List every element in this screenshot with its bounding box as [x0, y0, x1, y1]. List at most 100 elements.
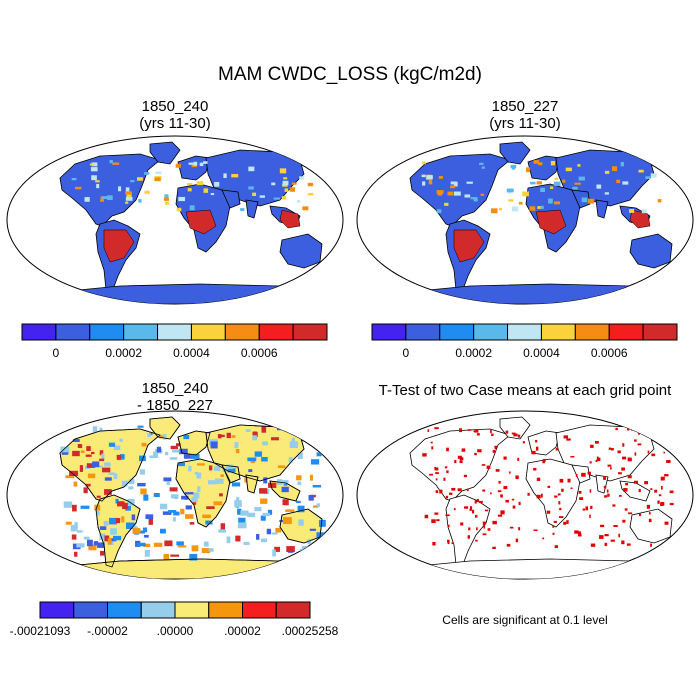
data-cell	[536, 181, 542, 185]
data-cell	[155, 171, 162, 174]
data-cell	[313, 505, 319, 508]
data-cell	[188, 162, 194, 165]
data-cell	[95, 180, 100, 183]
data-cell	[178, 462, 185, 467]
significant-cell	[570, 455, 575, 458]
data-cell	[578, 176, 585, 181]
significant-cell	[536, 477, 541, 481]
significant-cell	[582, 508, 586, 511]
colorbar-box	[89, 323, 125, 341]
data-cell	[282, 499, 287, 506]
significant-cell	[429, 473, 433, 476]
significant-cell	[497, 490, 502, 493]
data-cell	[162, 434, 167, 440]
colorbar-box	[507, 323, 542, 341]
data-cell	[214, 181, 220, 187]
data-cell	[175, 443, 181, 447]
significant-cell	[559, 507, 562, 511]
data-cell	[297, 481, 302, 486]
colorbar-label: 0.0004	[173, 346, 210, 360]
data-cell	[115, 518, 121, 524]
data-cell	[274, 546, 281, 552]
significant-cell	[540, 493, 543, 498]
significant-cell	[589, 461, 592, 464]
colorbar-box	[540, 323, 576, 341]
significant-cell	[474, 500, 477, 504]
significant-cell	[657, 436, 662, 440]
data-cell	[96, 183, 100, 189]
colorbar-box	[21, 323, 57, 341]
data-cell	[113, 535, 122, 541]
significant-cell	[484, 509, 489, 512]
data-cell	[237, 508, 242, 515]
data-cell	[297, 452, 303, 460]
significant-cell	[474, 452, 477, 456]
data-cell	[226, 432, 231, 439]
data-cell	[240, 208, 245, 212]
significant-cell	[606, 489, 609, 493]
data-cell	[436, 190, 444, 194]
colorbar-label: -.00002	[87, 624, 128, 638]
significant-cell	[634, 439, 637, 442]
colorbar-box	[574, 323, 610, 341]
data-cell	[85, 483, 91, 487]
data-cell	[254, 506, 262, 512]
data-cell	[310, 459, 320, 465]
data-cell	[426, 175, 433, 180]
panel-title-bottom-left: 1850_240 - 1850_227	[25, 380, 325, 414]
data-cell	[286, 546, 295, 553]
colorbar-label: .00000	[157, 624, 194, 638]
data-cell	[74, 551, 78, 557]
data-cell	[113, 445, 121, 451]
data-cell	[261, 456, 268, 462]
coastline	[245, 474, 259, 494]
data-cell	[511, 206, 519, 212]
significant-cell	[637, 432, 640, 435]
significant-cell	[477, 449, 482, 453]
significant-cell	[622, 456, 627, 460]
significant-cell	[624, 488, 628, 490]
significant-cell	[622, 519, 626, 523]
significant-cell	[669, 490, 674, 494]
data-cell	[596, 184, 602, 189]
data-cell	[79, 465, 83, 472]
data-cell	[72, 439, 80, 442]
significant-cell	[612, 504, 616, 507]
data-cell	[109, 160, 113, 164]
data-cell	[526, 167, 531, 173]
data-cell	[90, 167, 98, 172]
data-cell	[263, 477, 268, 484]
significant-cell	[536, 494, 541, 499]
coastline	[95, 494, 141, 568]
coastline	[175, 458, 231, 528]
data-cell	[138, 455, 146, 462]
data-cell	[548, 198, 553, 204]
significant-cell	[446, 470, 449, 474]
data-cell	[307, 182, 314, 187]
data-cell	[88, 544, 97, 551]
significant-cell	[579, 497, 584, 501]
data-cell	[185, 514, 194, 519]
data-cell	[147, 433, 152, 438]
significant-cell	[517, 434, 521, 438]
data-cell	[169, 457, 178, 460]
significant-cell	[622, 443, 625, 447]
significant-cell	[624, 508, 628, 511]
data-cell	[144, 534, 149, 538]
significant-cell	[492, 546, 496, 550]
significant-cell	[664, 521, 669, 525]
significant-cell	[557, 493, 561, 496]
significant-cell	[533, 467, 537, 471]
significant-cell	[669, 502, 674, 506]
significant-cell	[567, 478, 571, 483]
continent-australia	[629, 508, 673, 544]
significant-cell	[587, 471, 591, 475]
significant-cell	[500, 494, 503, 498]
high-loss-region	[103, 229, 135, 263]
colorbar-box	[642, 323, 678, 341]
data-cell	[281, 486, 289, 493]
significant-cell	[432, 542, 436, 546]
significant-cell	[447, 542, 450, 545]
data-cell	[202, 514, 211, 519]
data-cell	[480, 193, 485, 196]
